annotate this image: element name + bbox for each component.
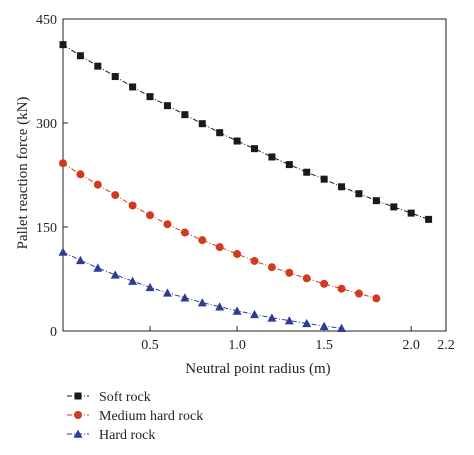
- soft-rock-point: [390, 203, 398, 211]
- y-tick-label: 150: [36, 221, 57, 236]
- hard-rock-point: [302, 318, 312, 328]
- plot-frame: [62, 18, 447, 332]
- legend: Soft rock Medium hard rock Hard rock: [67, 390, 203, 443]
- hard-rock-point: [75, 255, 85, 265]
- soft-rock-point: [338, 183, 346, 191]
- medium-hard-rock-point: [267, 263, 276, 272]
- medium-hard-rock-point: [163, 220, 172, 229]
- soft-rock-point: [355, 190, 363, 198]
- hard-rock-point: [284, 316, 294, 325]
- medium-hard-rock-point: [59, 159, 67, 168]
- soft-rock-point: [181, 111, 189, 119]
- legend-label: Hard rock: [99, 428, 155, 443]
- medium-hard-rock-point: [76, 170, 85, 179]
- medium-hard-rock-point: [354, 289, 363, 298]
- hard-rock-point: [128, 276, 138, 285]
- hard-rock-series: [58, 247, 347, 333]
- medium-hard-rock-point: [337, 284, 346, 293]
- y-tick-label: 0: [50, 325, 57, 340]
- hard-rock-line: [62, 251, 342, 329]
- y-axis-ticks: 0 150 300 450: [36, 13, 68, 340]
- medium-hard-rock-point: [250, 256, 259, 265]
- medium-hard-rock-point: [146, 211, 155, 220]
- plot-area-border: [62, 18, 447, 332]
- x-tick-label: 0.5: [141, 338, 159, 353]
- medium-hard-rock-point: [93, 180, 102, 189]
- soft-rock-point: [76, 52, 84, 60]
- medium-hard-rock-point: [180, 228, 189, 237]
- y-axis-title: Pallet reaction force (kN): [15, 97, 31, 250]
- soft-rock-point: [320, 175, 328, 183]
- medium-hard-rock-point: [320, 279, 329, 288]
- medium-hard-rock-point: [285, 268, 294, 277]
- soft-rock-point: [94, 62, 102, 70]
- x-tick-label: 2.2: [437, 338, 455, 353]
- x-axis-title: Neutral point radius (m): [185, 361, 330, 377]
- hard-rock-point: [267, 313, 277, 322]
- hard-rock-point: [232, 306, 242, 315]
- hard-rock-point: [197, 298, 207, 307]
- hard-rock-point: [145, 282, 155, 292]
- medium-hard-rock-point: [215, 243, 224, 252]
- x-tick-label: 1.5: [315, 338, 333, 353]
- hard-rock-point: [250, 309, 259, 319]
- soft-rock-point: [425, 215, 433, 223]
- soft-rock-point: [285, 161, 293, 169]
- soft-rock-point: [372, 197, 380, 205]
- soft-rock-point: [268, 153, 276, 161]
- hard-rock-point: [180, 293, 190, 302]
- x-tick-label: 1.0: [228, 338, 246, 353]
- hard-rock-point: [93, 263, 103, 272]
- legend-marker: [73, 429, 83, 438]
- soft-rock-point: [59, 41, 67, 49]
- soft-rock-series: [59, 41, 433, 223]
- hard-rock-point: [162, 288, 172, 297]
- legend-label: Soft rock: [99, 390, 151, 405]
- soft-rock-point: [198, 120, 206, 128]
- hard-rock-point: [58, 247, 68, 256]
- legend-item-medium-hard-rock: Medium hard rock: [67, 409, 203, 424]
- hard-rock-point: [319, 321, 329, 330]
- soft-rock-line: [62, 44, 429, 220]
- legend-item-soft-rock: Soft rock: [67, 390, 151, 405]
- x-tick-label: 2.0: [402, 338, 420, 353]
- series-layer: [58, 41, 433, 333]
- soft-rock-point: [111, 73, 119, 81]
- medium-hard-rock-series: [59, 159, 381, 303]
- medium-hard-rock-point: [111, 191, 120, 200]
- medium-hard-rock-point: [372, 294, 381, 303]
- soft-rock-point: [233, 137, 241, 145]
- soft-rock-point: [146, 93, 154, 101]
- legend-marker: [74, 411, 82, 419]
- soft-rock-point: [129, 83, 137, 91]
- y-tick-label: 300: [36, 117, 57, 132]
- soft-rock-point: [251, 145, 258, 153]
- legend-item-hard-rock: Hard rock: [67, 428, 155, 443]
- legend-marker: [74, 392, 82, 400]
- medium-hard-rock-point: [198, 236, 207, 245]
- medium-hard-rock-line: [62, 162, 377, 299]
- hard-rock-point: [215, 302, 225, 311]
- soft-rock-point: [407, 209, 415, 217]
- soft-rock-point: [216, 129, 224, 137]
- medium-hard-rock-point: [128, 201, 137, 210]
- hard-rock-point: [337, 323, 347, 333]
- x-axis-ticks: 0.5 1.0 1.5 2.0 2.2: [141, 326, 455, 353]
- y-tick-label: 450: [36, 13, 57, 28]
- legend-label: Medium hard rock: [99, 409, 203, 424]
- soft-rock-point: [303, 168, 311, 176]
- soft-rock-point: [163, 102, 171, 110]
- medium-hard-rock-point: [233, 250, 242, 259]
- medium-hard-rock-point: [302, 274, 311, 283]
- hard-rock-point: [110, 270, 120, 279]
